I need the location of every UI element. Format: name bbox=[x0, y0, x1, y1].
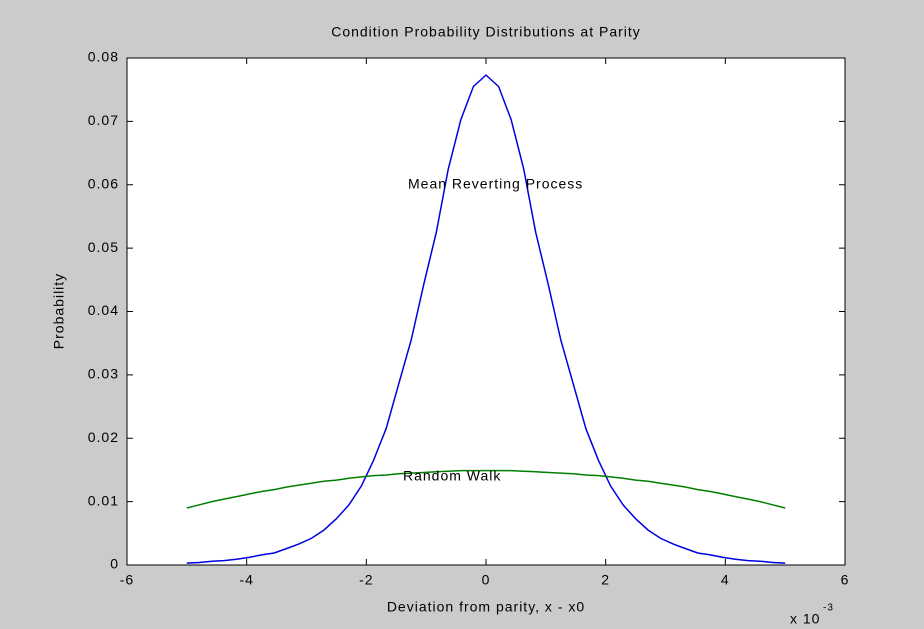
x-tick-label: 2 bbox=[601, 572, 610, 588]
y-tick-label: 0 bbox=[110, 556, 119, 572]
x-tick-label: -2 bbox=[359, 572, 373, 588]
y-tick-label: 0.01 bbox=[88, 492, 119, 508]
annotation: Random Walk bbox=[403, 468, 501, 484]
x-tick-label: 4 bbox=[721, 572, 730, 588]
y-tick-label: 0.05 bbox=[88, 239, 119, 255]
annotation: Mean Reverting Process bbox=[408, 176, 583, 192]
y-tick-label: 0.04 bbox=[88, 302, 119, 318]
plot-area bbox=[126, 57, 846, 566]
x-multiplier: x 10 bbox=[790, 611, 820, 627]
y-tick-label: 0.07 bbox=[88, 112, 119, 128]
data-line bbox=[186, 74, 786, 564]
chart-title: Condition Probability Distributions at P… bbox=[331, 24, 641, 40]
x-multiplier-exponent: -3 bbox=[823, 603, 834, 614]
y-tick-label: 0.02 bbox=[88, 429, 119, 445]
x-tick-label: 6 bbox=[841, 572, 850, 588]
x-tick-label: -4 bbox=[239, 572, 253, 588]
x-tick-label: -6 bbox=[120, 572, 134, 588]
y-axis-label: Probability bbox=[51, 273, 67, 349]
y-tick-label: 0.08 bbox=[88, 49, 119, 65]
y-tick-label: 0.06 bbox=[88, 175, 119, 191]
x-tick-label: 0 bbox=[482, 572, 491, 588]
x-axis-label: Deviation from parity, x - x0 bbox=[387, 599, 585, 615]
data-line bbox=[186, 469, 786, 509]
y-tick-label: 0.03 bbox=[88, 366, 119, 382]
